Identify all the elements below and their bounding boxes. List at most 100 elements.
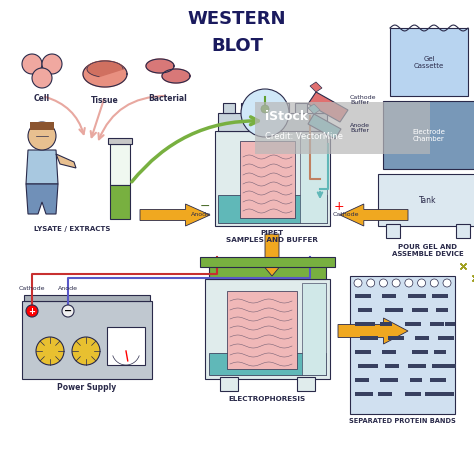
Circle shape: [430, 279, 438, 287]
Bar: [438, 336, 454, 340]
Polygon shape: [162, 69, 190, 83]
Polygon shape: [87, 61, 123, 77]
Text: −: −: [64, 306, 72, 316]
Bar: [302, 283, 326, 375]
Bar: [22, 301, 152, 379]
Polygon shape: [308, 104, 320, 114]
Bar: [277, 103, 289, 113]
Polygon shape: [140, 204, 210, 226]
Circle shape: [354, 279, 362, 287]
Text: iStock: iStock: [265, 109, 308, 122]
Polygon shape: [310, 82, 322, 92]
Bar: [382, 294, 396, 298]
Polygon shape: [146, 59, 174, 73]
Bar: [259, 103, 271, 113]
Bar: [445, 322, 455, 326]
Polygon shape: [258, 234, 286, 276]
Text: Tank: Tank: [419, 195, 437, 204]
Circle shape: [62, 305, 74, 317]
Circle shape: [241, 89, 289, 137]
Bar: [380, 378, 398, 382]
Text: Cathode
Buffer: Cathode Buffer: [350, 95, 376, 105]
Circle shape: [36, 337, 64, 365]
Bar: [227, 291, 297, 369]
Bar: [209, 353, 326, 375]
Text: Credit: VectorMine: Credit: VectorMine: [265, 131, 343, 140]
Bar: [108, 138, 132, 144]
Bar: [378, 174, 474, 226]
Bar: [205, 279, 330, 379]
Bar: [24, 295, 150, 301]
Bar: [383, 101, 474, 169]
Bar: [355, 378, 369, 382]
Bar: [434, 350, 446, 354]
Bar: [412, 350, 428, 354]
Bar: [436, 308, 448, 312]
Circle shape: [72, 337, 100, 365]
Text: −: −: [200, 200, 210, 212]
Bar: [438, 392, 454, 396]
Bar: [432, 364, 446, 368]
Bar: [385, 364, 399, 368]
Text: +: +: [28, 307, 36, 316]
Bar: [297, 377, 315, 391]
Circle shape: [405, 279, 413, 287]
Bar: [382, 350, 396, 354]
Bar: [358, 364, 378, 368]
Bar: [209, 263, 326, 279]
Text: Anode
Buffer: Anode Buffer: [350, 123, 370, 133]
Bar: [430, 322, 444, 326]
Circle shape: [418, 279, 426, 287]
Bar: [360, 336, 378, 340]
Text: BLOT: BLOT: [211, 37, 263, 55]
Bar: [388, 336, 404, 340]
Bar: [415, 336, 429, 340]
Text: Tissue: Tissue: [91, 96, 119, 105]
Bar: [218, 113, 327, 131]
Bar: [410, 378, 422, 382]
Bar: [432, 294, 448, 298]
Bar: [378, 392, 392, 396]
Bar: [200, 257, 335, 267]
Polygon shape: [338, 318, 408, 344]
Polygon shape: [340, 204, 408, 226]
Text: LYSATE / EXTRACTS: LYSATE / EXTRACTS: [34, 226, 110, 232]
Bar: [30, 122, 54, 130]
Bar: [385, 308, 403, 312]
Circle shape: [261, 105, 269, 113]
Bar: [446, 364, 456, 368]
Bar: [107, 327, 145, 365]
Bar: [355, 350, 371, 354]
Circle shape: [392, 279, 400, 287]
Circle shape: [42, 54, 62, 74]
Bar: [355, 392, 373, 396]
Bar: [300, 134, 327, 223]
Bar: [425, 392, 439, 396]
Bar: [241, 103, 253, 113]
Text: WESTERN: WESTERN: [188, 10, 286, 28]
Circle shape: [443, 279, 451, 287]
Bar: [255, 102, 430, 154]
Polygon shape: [308, 92, 348, 122]
Bar: [386, 224, 400, 238]
Text: PIPET
SAMPLES AND BUFFER: PIPET SAMPLES AND BUFFER: [226, 230, 318, 243]
Circle shape: [379, 279, 387, 287]
Bar: [218, 195, 327, 223]
Bar: [355, 294, 371, 298]
Text: Cathode: Cathode: [333, 212, 359, 217]
Bar: [390, 28, 468, 96]
Bar: [350, 276, 455, 414]
Bar: [456, 224, 470, 238]
Text: Power Supply: Power Supply: [57, 383, 117, 392]
Text: Anode: Anode: [58, 286, 78, 291]
Circle shape: [22, 54, 42, 74]
Bar: [223, 103, 235, 113]
Text: POUR GEL AND
ASSEMBLE DEVICE: POUR GEL AND ASSEMBLE DEVICE: [392, 244, 464, 257]
Text: ELECTROPHORESIS: ELECTROPHORESIS: [228, 396, 306, 402]
Bar: [358, 308, 372, 312]
Bar: [412, 308, 428, 312]
Text: Bacterial: Bacterial: [149, 94, 187, 103]
Text: Cathode: Cathode: [19, 286, 45, 291]
Text: Gel
Cassette: Gel Cassette: [414, 55, 444, 69]
Polygon shape: [26, 184, 58, 214]
